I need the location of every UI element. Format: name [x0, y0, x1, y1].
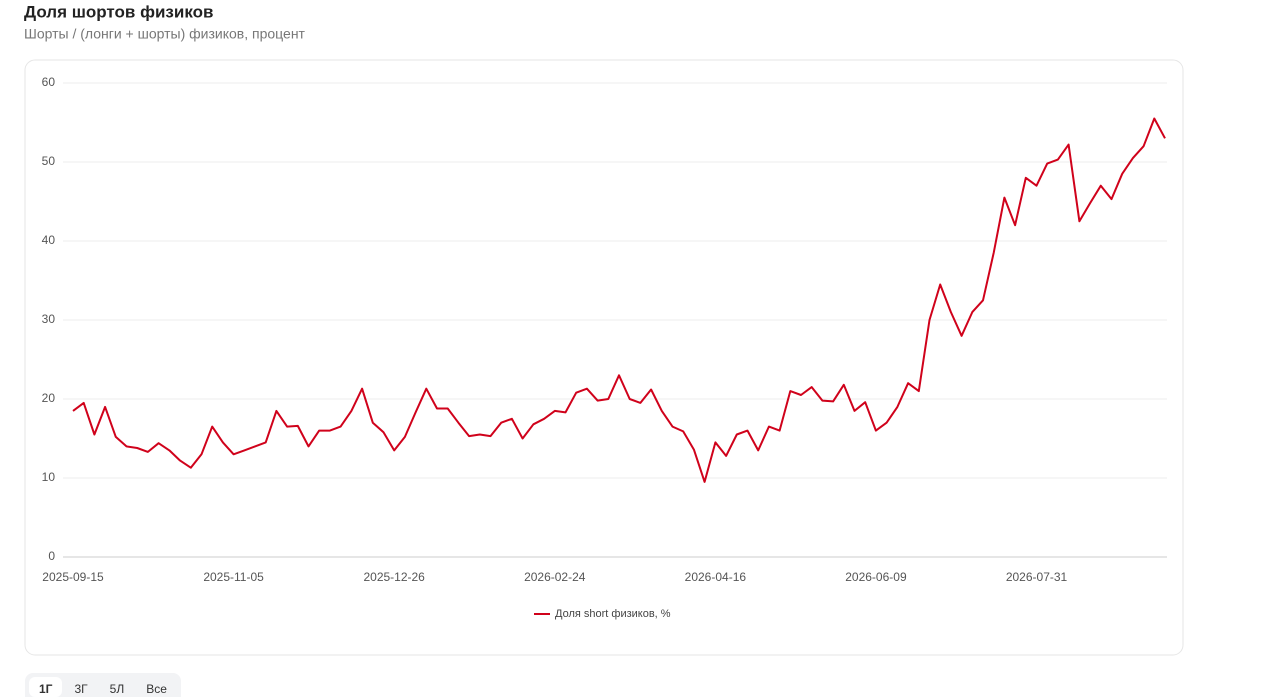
chart-card — [24, 59, 1184, 656]
legend-label: Доля short физиков, % — [555, 608, 671, 620]
range-button[interactable]: Все — [146, 682, 167, 696]
y-tick-label: 50 — [42, 154, 56, 168]
x-tick-label: 2026-07-31 — [1006, 570, 1068, 584]
y-tick-label: 60 — [42, 75, 56, 89]
range-button[interactable]: 1Г — [29, 677, 63, 697]
y-tick-label: 0 — [48, 549, 55, 563]
x-tick-label: 2026-02-24 — [524, 570, 586, 584]
y-tick-label: 40 — [42, 233, 56, 247]
chart-subtitle: Шорты / (лонги + шорты) физиков, процент — [24, 26, 306, 42]
range-button[interactable]: 5Л — [109, 682, 125, 696]
data-line — [72, 117, 1166, 483]
range-buttons: 1Г 3Г 5Л Все — [25, 673, 181, 697]
chart-title: Доля шортов физиков — [24, 2, 213, 21]
y-tick-label: 10 — [42, 470, 56, 484]
x-tick-label: 2026-04-16 — [685, 570, 747, 584]
range-button[interactable]: 3Г — [74, 682, 88, 696]
y-tick-label: 30 — [42, 312, 56, 326]
x-tick-label: 2025-11-05 — [203, 570, 264, 584]
x-tick-label: 2025-09-15 — [42, 570, 104, 584]
y-tick-label: 20 — [42, 391, 56, 405]
chart: Доля шортов физиков Шорты / (лонги + шор… — [24, 2, 1184, 656]
x-tick-label: 2025-12-26 — [363, 570, 425, 584]
x-tick-label: 2026-06-09 — [845, 570, 907, 584]
